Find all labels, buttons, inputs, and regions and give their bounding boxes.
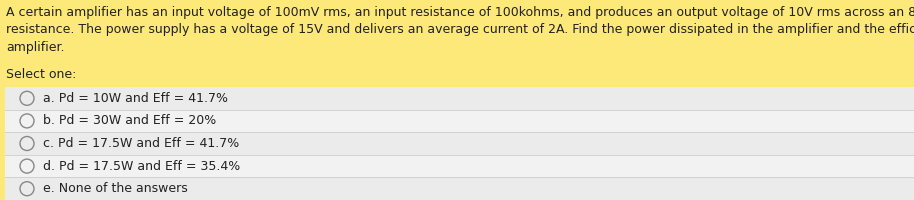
Bar bbox=[0, 0, 914, 87]
Bar bbox=[0, 87, 914, 200]
Text: c. Pd = 17.5W and Eff = 41.7%: c. Pd = 17.5W and Eff = 41.7% bbox=[43, 137, 239, 150]
Bar bbox=[5, 177, 914, 200]
Text: b. Pd = 30W and Eff = 20%: b. Pd = 30W and Eff = 20% bbox=[43, 114, 217, 127]
Text: e. None of the answers: e. None of the answers bbox=[43, 182, 187, 195]
Text: A certain amplifier has an input voltage of 100mV rms, an input resistance of 10: A certain amplifier has an input voltage… bbox=[6, 6, 914, 54]
Text: Select one:: Select one: bbox=[6, 68, 77, 81]
Text: d. Pd = 17.5W and Eff = 35.4%: d. Pd = 17.5W and Eff = 35.4% bbox=[43, 160, 240, 173]
Bar bbox=[5, 132, 914, 155]
Bar bbox=[0, 87, 5, 200]
Bar bbox=[5, 110, 914, 132]
Text: a. Pd = 10W and Eff = 41.7%: a. Pd = 10W and Eff = 41.7% bbox=[43, 92, 228, 105]
Bar bbox=[5, 87, 914, 110]
Bar bbox=[5, 155, 914, 177]
